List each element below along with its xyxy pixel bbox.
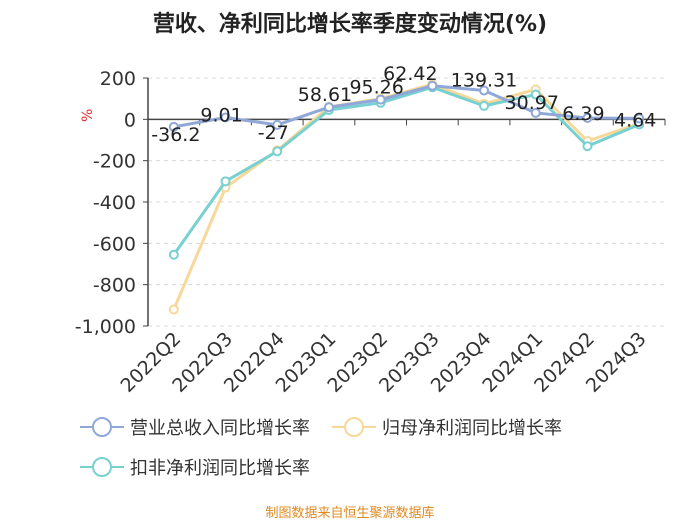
legend-label: 营业总收入同比增长率 — [130, 418, 310, 439]
data-point — [634, 113, 645, 124]
y-tick-label: -200 — [93, 151, 136, 173]
source-footer: 制图数据来自恒生聚源数据库 — [265, 506, 435, 521]
data-point — [582, 141, 593, 152]
data-label: -36.2 — [151, 124, 200, 146]
data-point — [168, 121, 179, 132]
legend-label: 归母净利润同比增长率 — [382, 418, 562, 439]
legend-marker-icon — [332, 417, 376, 437]
legend-marker-icon — [80, 417, 124, 437]
data-point — [220, 176, 231, 187]
data-point — [427, 80, 438, 91]
y-axis-label: % — [80, 109, 96, 122]
data-point — [479, 100, 490, 111]
y-tick-label: -600 — [93, 233, 136, 255]
data-point — [530, 89, 541, 100]
x-tick-labels: 2022Q22022Q32022Q42023Q12023Q22023Q32023… — [117, 328, 651, 397]
data-point — [323, 102, 334, 113]
legend-item[interactable]: 归母净利润同比增长率 — [332, 414, 562, 440]
data-point — [168, 249, 179, 260]
data-point — [272, 146, 283, 157]
legend-marker-icon — [80, 457, 124, 477]
data-point — [479, 85, 490, 96]
legend: 营业总收入同比增长率 归母净利润同比增长率扣非净利润同比增长率 — [80, 414, 680, 494]
data-point — [530, 107, 541, 118]
data-label: 62.42 — [383, 63, 437, 85]
series-line-2 — [172, 85, 640, 256]
data-point — [168, 304, 179, 315]
legend-item[interactable]: 扣非净利润同比增长率 — [80, 454, 310, 480]
data-label: -27 — [258, 122, 289, 144]
legend-item[interactable]: 营业总收入同比增长率 — [80, 414, 310, 440]
y-tick-label: -800 — [93, 275, 136, 297]
data-label: 6.39 — [562, 103, 604, 125]
data-label: 58.61 — [298, 84, 352, 106]
y-tick-label: 0 — [124, 109, 136, 131]
legend-label: 扣非净利润同比增长率 — [130, 458, 310, 479]
data-point — [582, 113, 593, 124]
data-label: 4.64 — [614, 109, 656, 131]
data-point — [272, 119, 283, 130]
data-label: 95.26 — [349, 77, 403, 99]
data-point — [375, 94, 386, 105]
y-tick-label: -400 — [93, 192, 136, 214]
chart-title: 营收、净利同比增长率季度变动情况(%) — [152, 12, 548, 37]
y-tick-label: -1,000 — [75, 316, 136, 338]
series-lines — [168, 79, 645, 315]
y-tick-labels: 200 0 -200 -400 -600 -800 -1,000 — [75, 68, 136, 338]
data-label: 139.31 — [451, 70, 517, 92]
series-line-0 — [173, 84, 640, 129]
data-label: 9.01 — [200, 104, 242, 126]
y-tick-label: 200 — [100, 68, 136, 90]
data-point — [220, 112, 231, 123]
grid-lines — [148, 77, 665, 327]
data-label: 30.97 — [505, 92, 559, 114]
